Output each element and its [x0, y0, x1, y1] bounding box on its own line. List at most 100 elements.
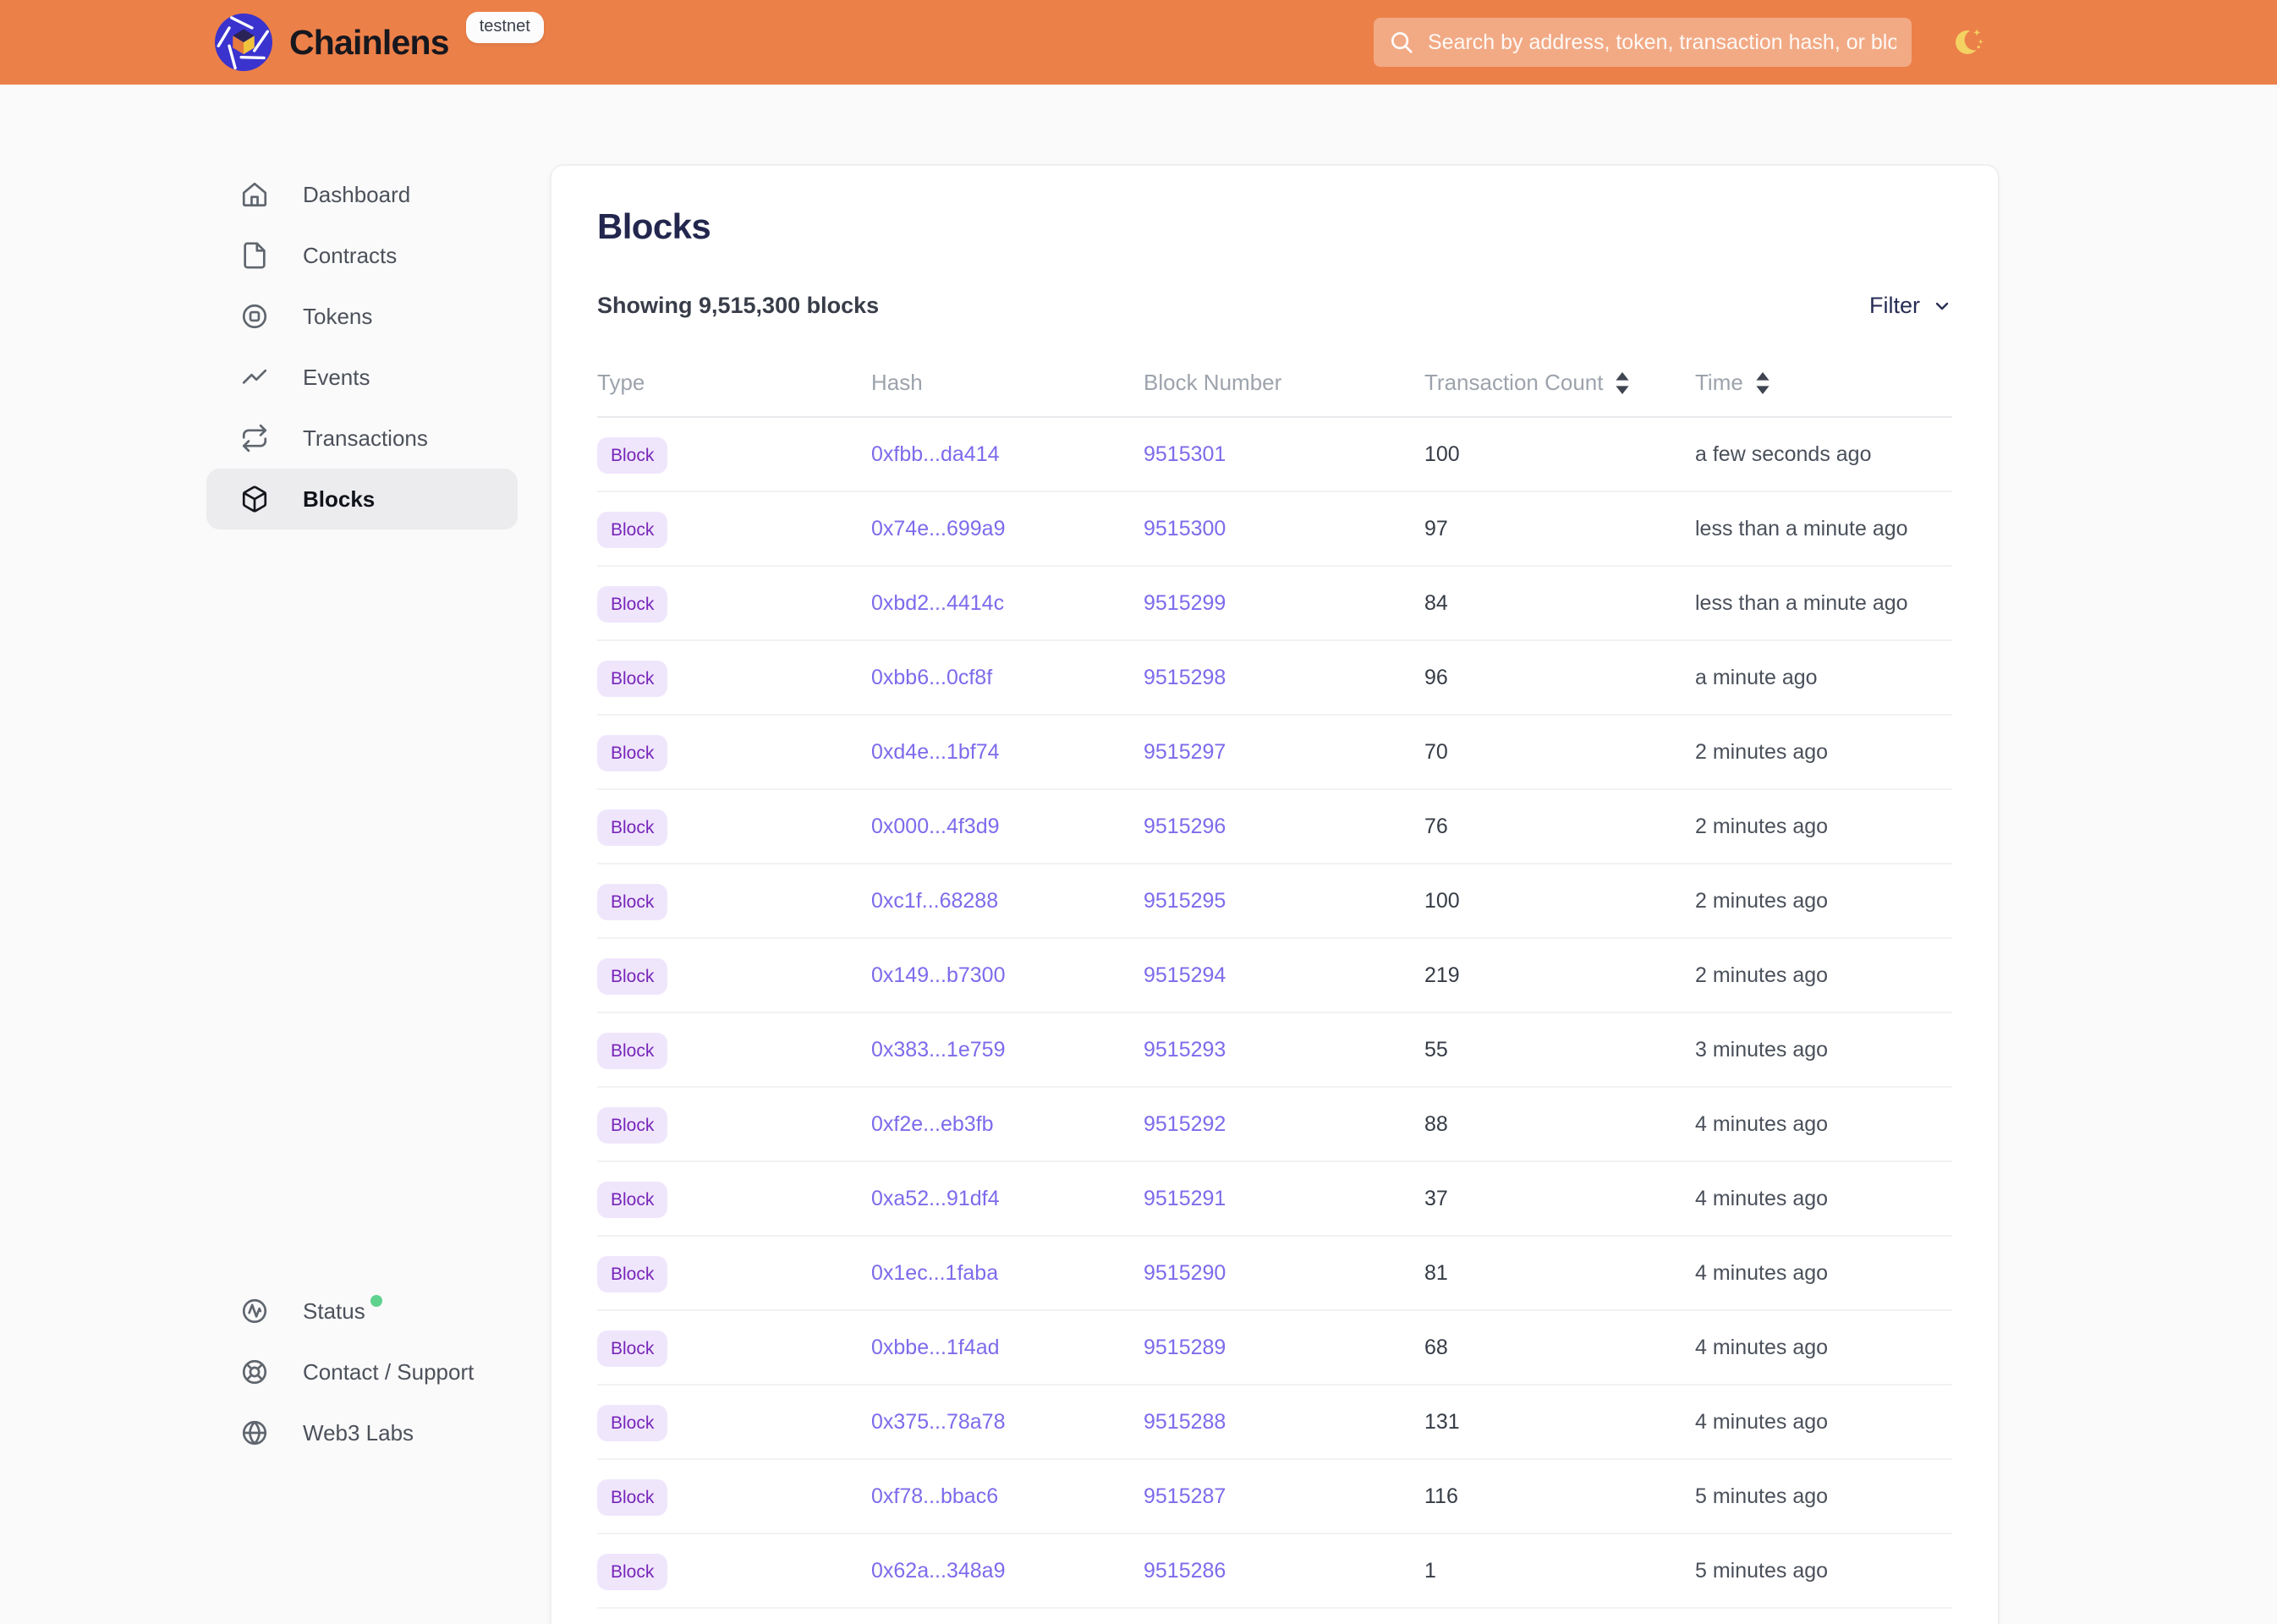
hash-cell: 0x1ec...1faba	[871, 1261, 1144, 1286]
table-header: Type Hash Block Number Transaction Count Tim…	[597, 370, 1952, 418]
block-number-cell: 9515290	[1144, 1261, 1424, 1286]
block-type-badge: Block	[597, 809, 668, 846]
block-type-badge: Block	[597, 436, 668, 474]
column-label: Hash	[871, 370, 923, 395]
filter-label: Filter	[1869, 293, 1920, 318]
transaction-count-cell: 131	[1424, 1409, 1460, 1434]
column-label: Time	[1695, 370, 1743, 395]
sidebar-item-web3-labs[interactable]: Web3 Labs	[206, 1402, 518, 1463]
transaction-count-cell: 1	[1424, 1558, 1436, 1583]
sidebar-item-tokens[interactable]: Tokens	[206, 286, 518, 347]
block-number-link[interactable]: 9515299	[1144, 590, 1226, 615]
block-hash-link[interactable]: 0x383...1e759	[871, 1037, 1006, 1062]
block-number-link[interactable]: 9515301	[1144, 442, 1226, 466]
block-number-cell: 9515292	[1144, 1112, 1424, 1137]
block-hash-link[interactable]: 0xf2e...eb3fb	[871, 1111, 994, 1136]
hash-cell: 0xa52...91df4	[871, 1187, 1144, 1211]
hash-cell: 0xf78...bbac6	[871, 1484, 1144, 1509]
env-badge: testnet	[465, 11, 544, 43]
block-hash-link[interactable]: 0xf78...bbac6	[871, 1484, 999, 1508]
block-hash-link[interactable]: 0x74e...699a9	[871, 516, 1006, 540]
transaction-count-cell: 97	[1424, 516, 1448, 540]
block-hash-link[interactable]: 0x000...4f3d9	[871, 814, 1000, 838]
time-cell: 2 minutes ago	[1695, 814, 1829, 838]
type-cell: Block	[597, 734, 871, 771]
block-hash-link[interactable]: 0xfbb...da414	[871, 442, 1000, 466]
table-row: Block 0x1ec...1faba 9515290 81 4 minutes ago	[597, 1237, 1952, 1311]
sidebar-item-label: Tokens	[303, 303, 373, 329]
sort-icon[interactable]	[1755, 371, 1770, 394]
block-hash-link[interactable]: 0xbd2...4414c	[871, 590, 1005, 615]
block-number-link[interactable]: 9515292	[1144, 1111, 1226, 1136]
block-hash-link[interactable]: 0xbbe...1f4ad	[871, 1335, 1000, 1359]
theme-toggle[interactable]	[1952, 24, 1989, 61]
block-number-link[interactable]: 9515296	[1144, 814, 1226, 838]
hash-cell: 0xbb6...0cf8f	[871, 666, 1144, 690]
block-hash-link[interactable]: 0xbb6...0cf8f	[871, 665, 993, 689]
block-number-cell: 9515295	[1144, 889, 1424, 914]
sidebar-item-status[interactable]: Status	[206, 1281, 518, 1341]
time-cell: a few seconds ago	[1695, 442, 1872, 466]
block-type-badge: Block	[597, 1330, 668, 1367]
block-number-link[interactable]: 9515290	[1144, 1260, 1226, 1285]
transaction-count-cell: 55	[1424, 1037, 1448, 1062]
block-number-link[interactable]: 9515286	[1144, 1558, 1226, 1583]
support-icon	[240, 1358, 269, 1386]
block-number-link[interactable]: 9515289	[1144, 1335, 1226, 1359]
block-number-cell: 9515288	[1144, 1410, 1424, 1435]
search-input[interactable]	[1428, 30, 1896, 55]
block-number-link[interactable]: 9515293	[1144, 1037, 1226, 1062]
block-number-link[interactable]: 9515287	[1144, 1484, 1226, 1508]
sort-icon[interactable]	[1615, 371, 1630, 394]
time-cell: 4 minutes ago	[1695, 1111, 1829, 1136]
block-number-link[interactable]: 9515294	[1144, 963, 1226, 987]
column-header-transaction-count[interactable]: Transaction Count	[1424, 370, 1695, 396]
sidebar-item-transactions[interactable]: Transactions	[206, 408, 518, 469]
sidebar-item-label: Transactions	[303, 425, 428, 451]
block-number-link[interactable]: 9515300	[1144, 516, 1226, 540]
block-hash-link[interactable]: 0x375...78a78	[871, 1409, 1006, 1434]
column-header-time[interactable]: Time	[1695, 370, 1952, 396]
block-hash-link[interactable]: 0x149...b7300	[871, 963, 1006, 987]
transaction-count-cell: 70	[1424, 739, 1448, 764]
block-number-link[interactable]: 9515298	[1144, 665, 1226, 689]
block-number-link[interactable]: 9515295	[1144, 888, 1226, 913]
block-hash-link[interactable]: 0x62a...348a9	[871, 1558, 1006, 1583]
block-number-cell: 9515301	[1144, 442, 1424, 467]
transaction-count-cell: 37	[1424, 1186, 1448, 1210]
transaction-count-cell: 81	[1424, 1260, 1448, 1285]
sidebar-item-blocks[interactable]: Blocks	[206, 469, 518, 529]
page-title: Blocks	[597, 206, 711, 246]
block-hash-link[interactable]: 0x1ec...1faba	[871, 1260, 999, 1285]
block-hash-link[interactable]: 0xa52...91df4	[871, 1186, 1000, 1210]
sidebar-item-events[interactable]: Events	[206, 347, 518, 408]
sidebar-item-label: Contracts	[303, 242, 398, 268]
hash-cell: 0x149...b7300	[871, 963, 1144, 988]
column-header-type: Type	[597, 370, 871, 396]
brand[interactable]: Chainlens testnet	[215, 0, 544, 85]
block-number-link[interactable]: 9515291	[1144, 1186, 1226, 1210]
table-row: Block 0xd4e...1bf74 9515297 70 2 minutes ago	[597, 716, 1952, 790]
main-panel: Blocks Showing 9,515,300 blocks Filter T…	[550, 164, 2000, 1624]
time-cell: 4 minutes ago	[1695, 1186, 1829, 1210]
sidebar-item-label: Web3 Labs	[303, 1419, 414, 1446]
block-number-cell: 9515287	[1144, 1484, 1424, 1509]
sidebar-item-contracts[interactable]: Contracts	[206, 225, 518, 286]
search-bar[interactable]	[1374, 18, 1912, 67]
transaction-count-cell: 84	[1424, 590, 1448, 615]
block-hash-link[interactable]: 0xd4e...1bf74	[871, 739, 1000, 764]
block-hash-link[interactable]: 0xc1f...68288	[871, 888, 999, 913]
table-row: Block 0x375...78a78 9515288 131 4 minutes ag…	[597, 1385, 1952, 1460]
home-icon	[240, 180, 269, 209]
block-number-link[interactable]: 9515288	[1144, 1409, 1226, 1434]
table-row: Block 0x000...4f3d9 9515296 76 2 minutes ago	[597, 790, 1952, 864]
sidebar-item-dashboard[interactable]: Dashboard	[206, 164, 518, 225]
block-number-link[interactable]: 9515297	[1144, 739, 1226, 764]
sidebar-nav: Dashboard Contracts Tokens Events Transactio…	[206, 164, 518, 529]
block-number-cell: 9515289	[1144, 1336, 1424, 1360]
sidebar-item-contact-support[interactable]: Contact / Support	[206, 1341, 518, 1402]
transaction-count-cell: 76	[1424, 814, 1448, 838]
hash-cell: 0xfbb...da414	[871, 442, 1144, 467]
filter-button[interactable]: Filter	[1869, 293, 1952, 319]
time-cell: 5 minutes ago	[1695, 1484, 1829, 1508]
